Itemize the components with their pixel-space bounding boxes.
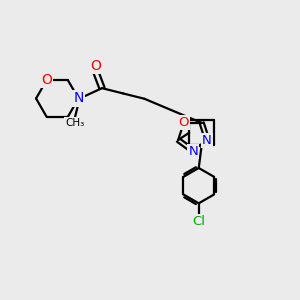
Text: O: O bbox=[90, 59, 101, 73]
Text: N: N bbox=[188, 145, 198, 158]
Text: Cl: Cl bbox=[192, 215, 205, 228]
Text: O: O bbox=[41, 73, 52, 87]
Text: N: N bbox=[73, 92, 84, 106]
Text: N: N bbox=[202, 134, 211, 147]
Text: CH₃: CH₃ bbox=[65, 118, 85, 128]
Text: O: O bbox=[178, 116, 189, 129]
